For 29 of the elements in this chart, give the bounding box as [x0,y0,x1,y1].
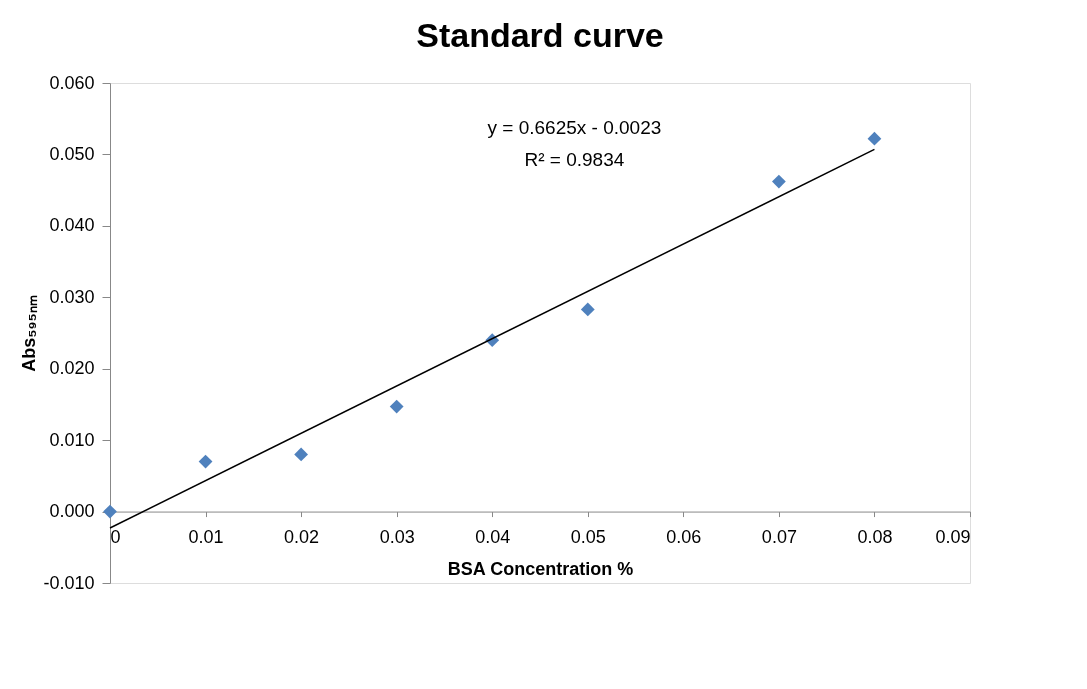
point [198,454,213,469]
x-tick-label: 0.05 [570,527,606,548]
y-tick-label: 0.060 [49,72,95,93]
x-tick-label: 0.04 [475,527,511,548]
point [580,302,595,317]
x-tick-label: 0.09 [935,527,971,548]
x-tick-label: 0 [110,527,121,548]
x-tick-label: 0.07 [761,527,797,548]
chart-title: Standard curve [416,16,664,54]
x-tick-label: 0.06 [666,527,702,548]
y-tick-label: 0.040 [49,215,95,236]
annotation: R² = 0.9834 [524,149,625,170]
point [867,131,882,146]
y-tick-label: 0.030 [49,286,95,307]
x-tick-label: 0.02 [284,527,320,548]
x-tick-label: 0.03 [379,527,415,548]
y-tick-label: 0.020 [49,358,95,379]
x-tick-label: 0.01 [188,527,224,548]
x-axis-title: BSA Concentration % [447,559,634,580]
point [294,447,308,462]
x-tick-label: 0.08 [857,527,893,548]
y-tick-label: 0.010 [49,429,95,450]
point [389,399,404,414]
y-tick-label: -0.010 [43,572,95,593]
y-tick-label: 0.000 [49,501,95,522]
point [772,174,786,189]
y-tick-label: 0.050 [49,143,95,164]
y-axis-title: Abs₅₉₅ₙₘ [19,295,40,372]
annotation: y = 0.6625x - 0.0023 [487,117,662,138]
